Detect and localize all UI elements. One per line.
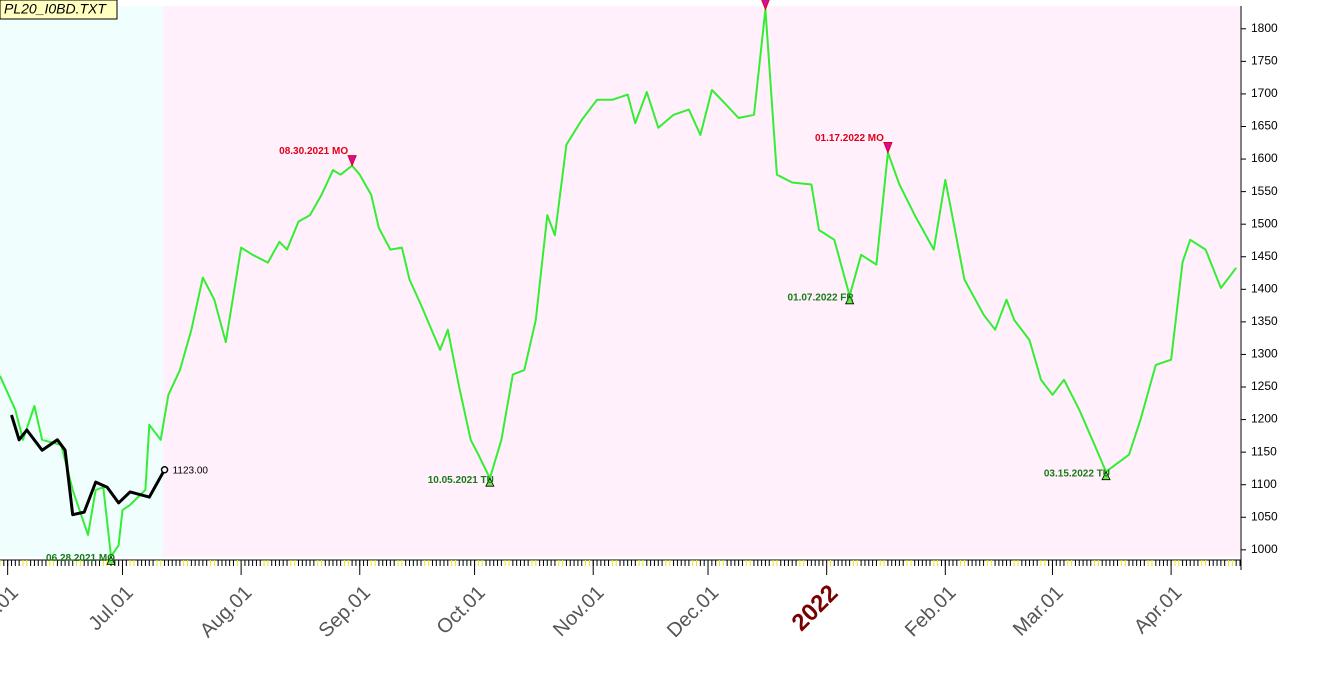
y-tick-label: 1750	[1251, 54, 1278, 68]
title-box	[0, 0, 118, 20]
series-line	[0, 8, 1237, 558]
annotation-label: 10.05.2021 TU	[428, 475, 494, 486]
y-tick-label: 1800	[1251, 21, 1278, 35]
y-tick-label: 1450	[1251, 249, 1278, 263]
x-tick-label: Feb.01	[901, 582, 961, 642]
value-label: 1123.00	[173, 465, 209, 476]
high-marker	[347, 155, 357, 167]
low-marker	[106, 555, 116, 565]
y-tick-label: 1550	[1251, 184, 1278, 198]
x-tick-label: Sep.01	[315, 582, 375, 642]
y-tick-label: 1200	[1251, 412, 1278, 426]
y-tick-label: 1650	[1251, 119, 1278, 133]
history-background	[0, 6, 163, 557]
y-tick-label: 1300	[1251, 347, 1278, 361]
series-line	[10, 414, 166, 517]
end-point	[160, 465, 169, 474]
y-tick-label: 1400	[1251, 281, 1278, 295]
y-tick-label: 1000	[1251, 542, 1278, 556]
y-tick-label: 1250	[1251, 379, 1278, 393]
annotation-label: 01.17.2022 MO	[815, 133, 884, 144]
x-tick-label: Apr.01	[1130, 582, 1186, 638]
y-tick-label: 1500	[1251, 216, 1278, 230]
x-tick-label: Mar.01	[1009, 582, 1068, 641]
y-tick-label: 1050	[1251, 509, 1278, 523]
x-tick-label: Jul.01	[84, 582, 137, 635]
y-tick-label: 1600	[1251, 151, 1278, 165]
x-tick-label: Dec.01	[663, 582, 723, 642]
annotation-label: 03.15.2022 TU	[1044, 468, 1110, 479]
x-tick-label: Oct.01	[433, 582, 490, 639]
y-tick-label: 1100	[1251, 477, 1277, 491]
low-marker	[1101, 470, 1111, 481]
annotation-label: 01.07.2022 FR	[787, 292, 854, 303]
annotation-label: 08.30.2021 MO	[279, 146, 348, 157]
y-tick-label: 1150	[1251, 444, 1277, 458]
x-tick-label: 2022	[787, 580, 844, 637]
x-tick-label: Nov.01	[549, 582, 608, 641]
high-marker	[761, 0, 770, 11]
x-tick-label: Aug.01	[196, 582, 256, 642]
annotation-label: 12.16.2021 TH	[695, 0, 761, 1]
high-marker	[883, 142, 893, 154]
y-tick-label: 1350	[1251, 314, 1278, 328]
low-marker	[844, 294, 855, 305]
annotation-label: 06.28.2021 MO	[46, 553, 115, 564]
chart-title: PL20_I0BD.TXT	[4, 1, 107, 17]
y-tick-label: 1700	[1251, 86, 1278, 100]
plot-background	[163, 6, 1240, 557]
low-marker	[485, 477, 495, 487]
x-tick-label: Jun.01	[0, 582, 23, 640]
